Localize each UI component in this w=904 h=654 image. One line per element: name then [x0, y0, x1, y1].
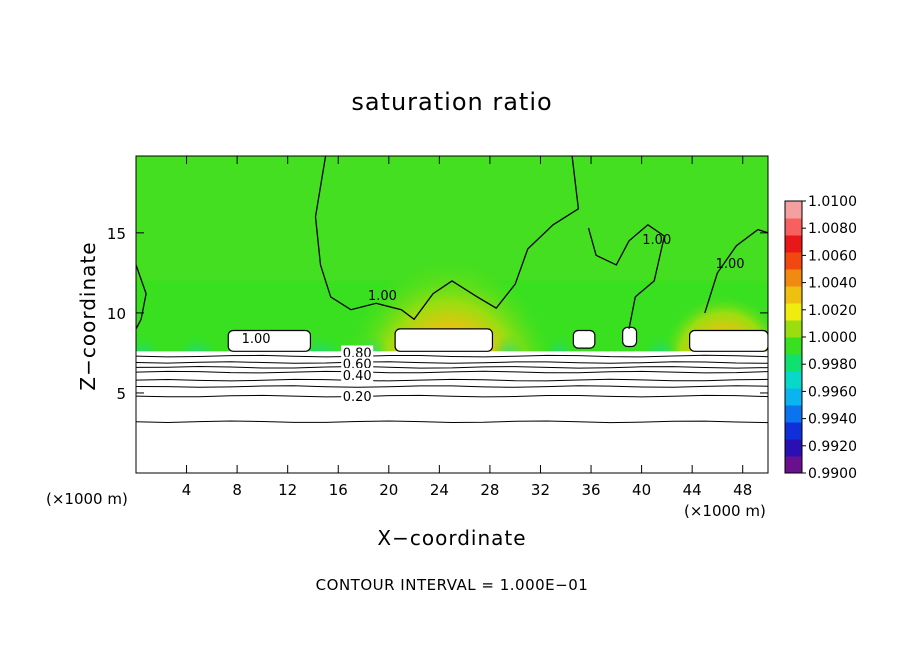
y-tick-label-0: 5: [116, 385, 126, 403]
chart-title: saturation ratio: [351, 88, 553, 116]
colorbar-swatch-12: [785, 252, 802, 270]
y-tick-label-1: 10: [107, 305, 126, 323]
colorbar-tick-label-10: 0.9900: [808, 466, 857, 482]
contour-label-bg-4: [341, 345, 374, 360]
colorbar-swatch-1: [785, 439, 802, 457]
colorbar-tick-label-7: 0.9960: [808, 384, 857, 400]
contour-line-7: [136, 420, 768, 424]
x-unit-left: (×1000 m): [46, 490, 128, 508]
colorbar-swatch-7: [785, 337, 802, 355]
colorbar-tick-label-0: 1.0100: [808, 194, 857, 210]
colorbar-swatch-3: [785, 405, 802, 423]
colorbar-swatch-11: [785, 269, 802, 287]
contour-1-00-1: [136, 264, 147, 330]
colorbar: 1.0100 1.0080 1.0060 1.0040 1.0020 1.0000 0.99…: [784, 194, 857, 482]
contour-line-6: [136, 394, 768, 398]
lower-layer: [136, 351, 768, 473]
contour-1-00-0: [314, 156, 580, 321]
x-tick-label-5: 24: [430, 481, 449, 499]
x-axis-label: X−coordinate: [377, 526, 527, 550]
x-unit-right: (×1000 m): [684, 502, 766, 520]
colorbar-tick-label-3: 1.0040: [808, 276, 857, 292]
colorbar-swatch-8: [785, 320, 802, 338]
cloud-region-1: [394, 328, 494, 352]
x-tick-label-4: 20: [379, 481, 398, 499]
cloud-region-3: [622, 326, 638, 348]
x-tick-label-11: 48: [733, 481, 752, 499]
x-tick-label-1: 8: [232, 481, 242, 499]
contour-label-bg-6: [341, 367, 374, 382]
cloud-region-2: [572, 329, 596, 349]
x-tick-label-0: 4: [182, 481, 192, 499]
x-tick-label-10: 44: [683, 481, 702, 499]
cloud-region-4: [689, 329, 768, 352]
y-tick-label-2: 15: [107, 225, 126, 243]
contour-1-00-3: [704, 228, 768, 314]
contour-label-bg-7: [341, 388, 374, 403]
contour-line-1: [136, 361, 768, 364]
x-tick-label-7: 32: [531, 481, 550, 499]
contour-label-6: 0.40: [343, 369, 372, 384]
contour-label-1: 1.00: [368, 289, 397, 304]
contour-label-3: 1.00: [716, 257, 745, 272]
colorbar-tick-label-2: 1.0060: [808, 248, 857, 264]
colorbar-swatch-6: [785, 354, 802, 372]
colorbar-tick-label-1: 1.0080: [808, 221, 857, 237]
colorbar-swatch-14: [785, 218, 802, 236]
colorbar-tick-label-9: 0.9920: [808, 439, 857, 455]
colorbar-tick-label-8: 0.9940: [808, 412, 857, 428]
colorbar-swatch-0: [785, 456, 802, 474]
x-tick-label-9: 40: [632, 481, 651, 499]
contour-line-2: [136, 365, 768, 369]
plot-frame: [135, 155, 769, 474]
colorbar-swatch-5: [785, 371, 802, 389]
x-tick-label-8: 36: [581, 481, 600, 499]
contour-label-7: 0.20: [343, 390, 372, 405]
contour-1-00-2: [587, 223, 666, 330]
contour-label-2: 1.00: [642, 233, 671, 248]
colorbar-swatch-10: [785, 286, 802, 304]
x-tick-label-6: 28: [480, 481, 499, 499]
contour-line-3: [136, 370, 768, 374]
x-tick-label-2: 12: [278, 481, 297, 499]
colorbar-swatch-15: [785, 201, 802, 219]
colorbar-tick-label-5: 1.0000: [808, 330, 857, 346]
plot-area: 1.001.001.001.000.800.600.400.20: [136, 156, 768, 473]
colorbar-tick-label-4: 1.0020: [808, 303, 857, 319]
colorbar-swatch-13: [785, 235, 802, 253]
contour-line-5: [136, 385, 768, 388]
contour-label-0: 1.00: [242, 332, 271, 347]
colorbar-tick-label-6: 0.9980: [808, 357, 857, 373]
contour-line-4: [136, 378, 768, 382]
x-tick-label-3: 16: [329, 481, 348, 499]
colorbar-swatch-2: [785, 422, 802, 440]
colorbar-swatch-9: [785, 303, 802, 321]
contour-label-bg-5: [341, 356, 374, 371]
contour-line-0: [136, 354, 768, 358]
colorbar-swatch-4: [785, 388, 802, 406]
cloud-region-0: [227, 329, 312, 352]
contour-interval-note: CONTOUR INTERVAL = 1.000E−01: [315, 576, 589, 594]
